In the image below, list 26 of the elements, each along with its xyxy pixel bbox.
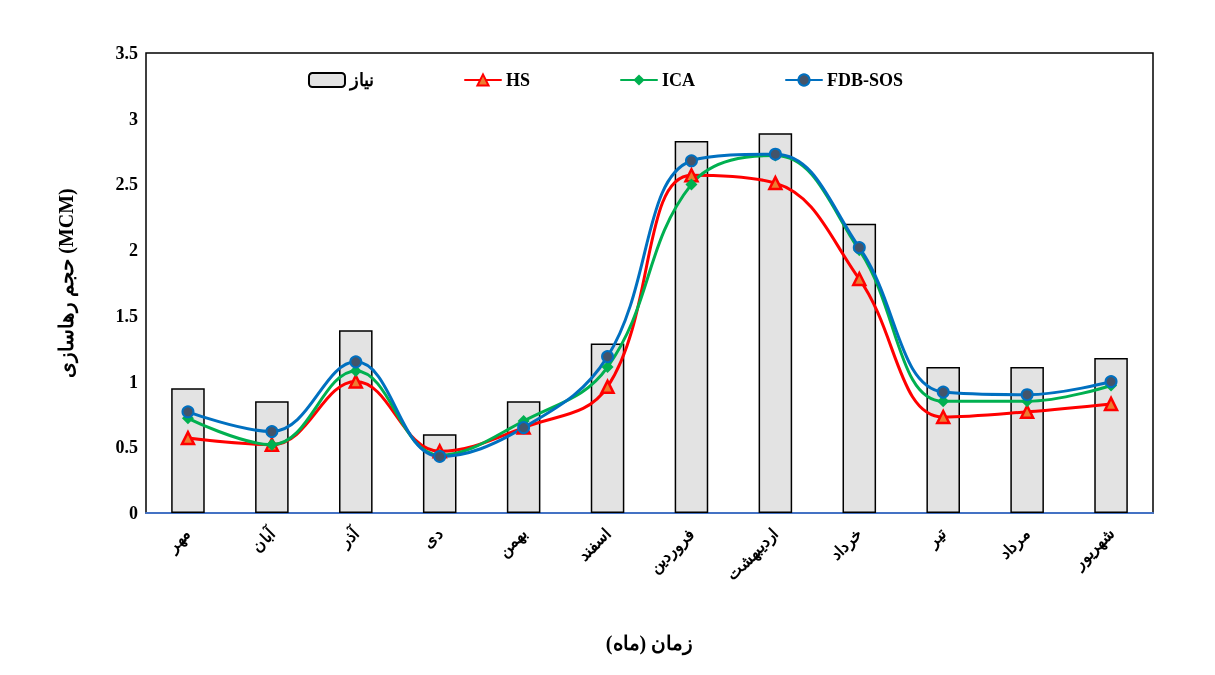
y-tick-label: 0.5 [115,437,138,458]
x-tick-label: آذر [333,521,365,553]
legend-label: HS [505,70,530,90]
x-axis-title: زمان (ماه) [605,632,694,656]
x-tick-label: تیر [923,524,952,552]
legend-label: FDB-SOS [827,70,904,90]
x-tick-label: فروردین [645,524,699,579]
x-tick-label: مهر [163,524,196,557]
y-tick-label: 3.5 [115,43,138,63]
x-tick-label: اردیبهشت [723,524,783,585]
legend-label: ICA [662,70,696,90]
y-tick-label: 1 [129,371,138,392]
legend-label: نیاز [347,70,374,91]
y-axis-title: حجم رهاسازی (MCM) [55,188,79,378]
y-tick-label: 0 [129,503,138,523]
y-tick-label: 2.5 [115,174,138,195]
y-tick-label: 2 [129,240,138,261]
y-tick-label: 1.5 [115,305,138,326]
y-tick-label: 3 [129,108,138,129]
x-tick-label: مرداد [995,524,1035,564]
x-tick-label: اسفند [574,524,614,564]
x-tick-label: بهمن [494,524,532,562]
x-tick-label: خرداد [827,524,867,565]
x-tick-label: آبان [246,521,280,555]
x-tick-label: دی [419,524,446,552]
x-tick-label: شهریور [1069,524,1119,574]
